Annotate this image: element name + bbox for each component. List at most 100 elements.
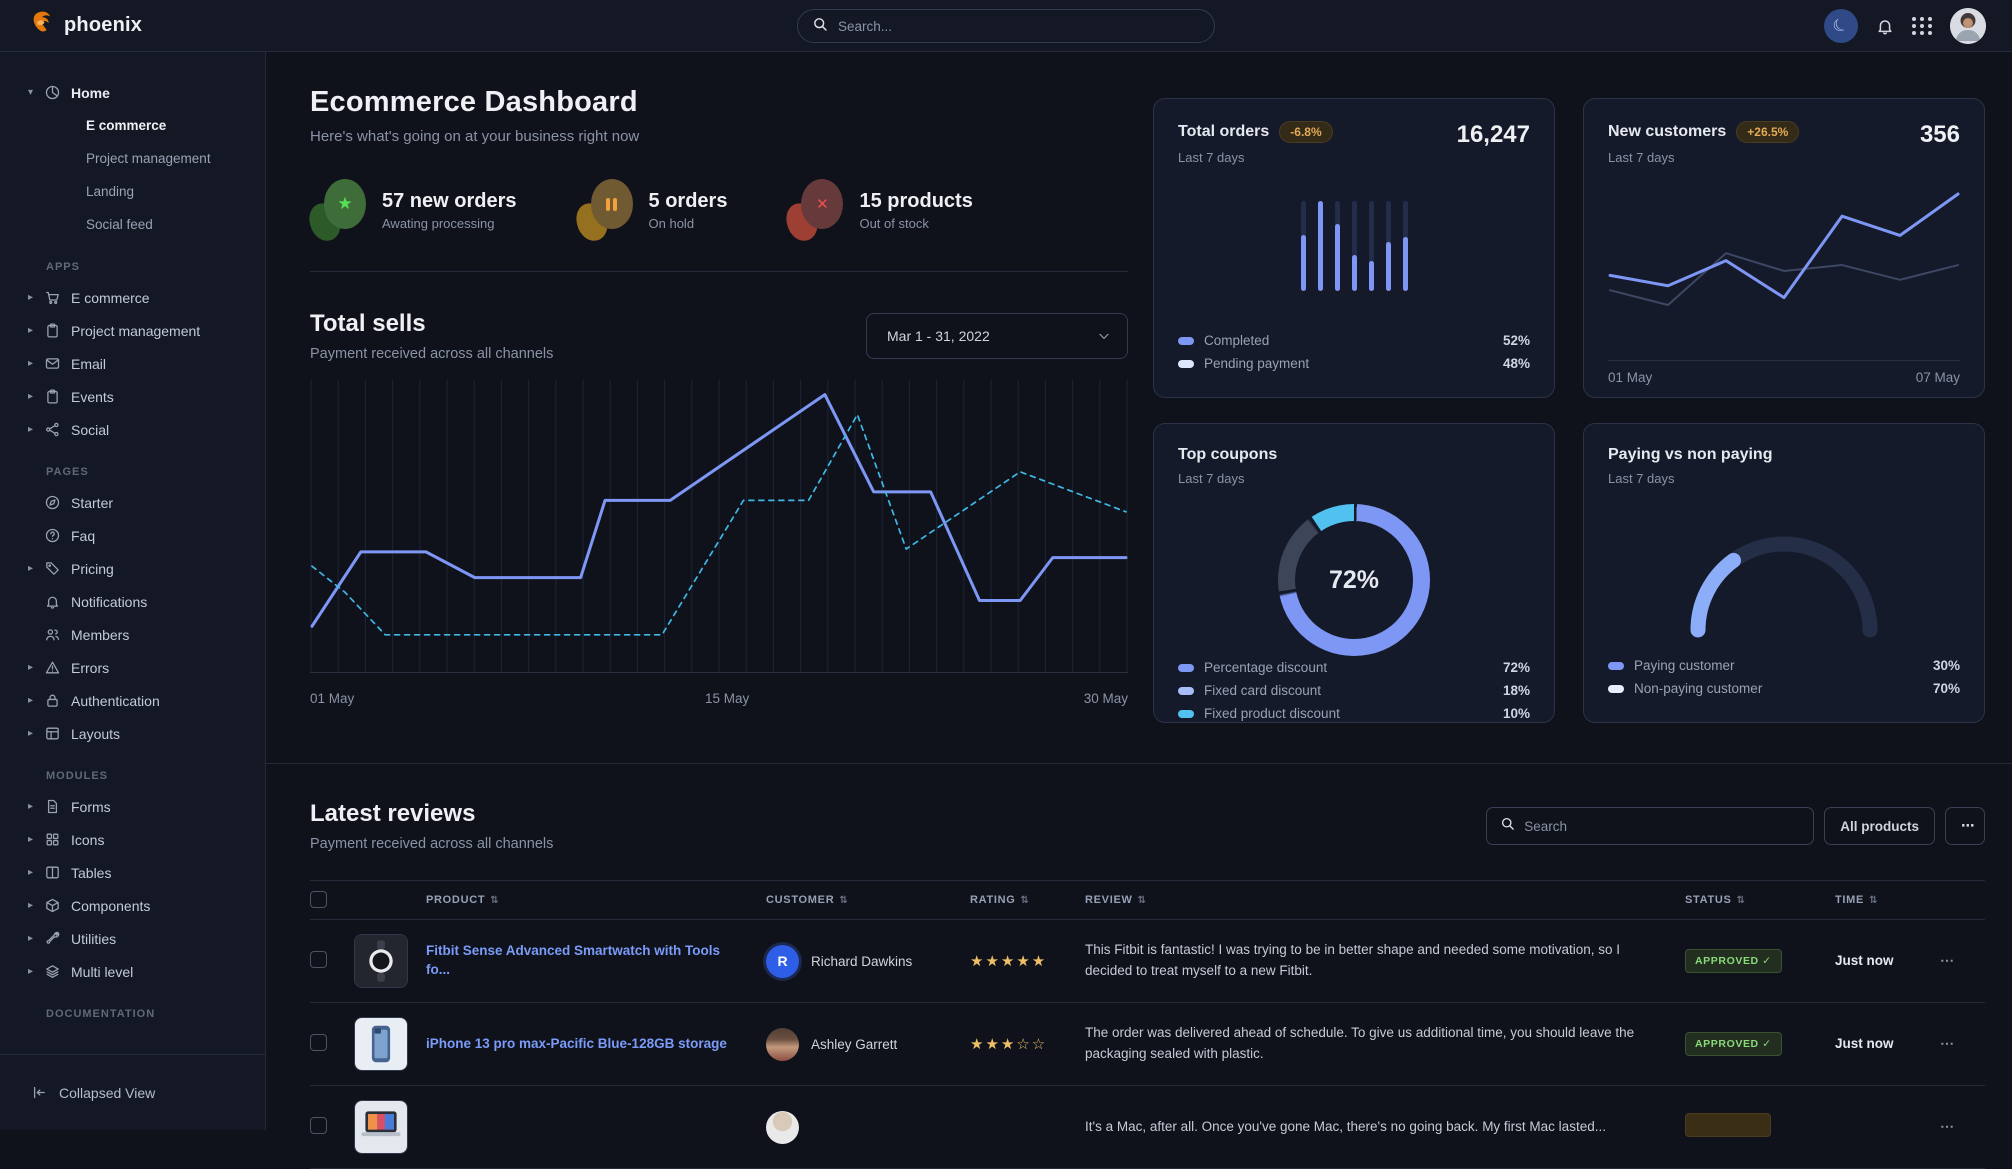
sidebar-item-components[interactable]: ▸ Components	[0, 889, 265, 922]
user-avatar[interactable]	[1950, 7, 1986, 44]
sidebar-section-heading: MODULES	[46, 770, 108, 782]
sidebar-item-social[interactable]: ▸ Social	[0, 413, 265, 446]
status-badge: APPROVED ✓	[1685, 949, 1782, 973]
column-header-product[interactable]: PRODUCT ⇅	[426, 894, 766, 906]
product-link[interactable]: iPhone 13 pro max-Pacific Blue-128GB sto…	[426, 1035, 727, 1051]
sidebar-item-project-management[interactable]: ▸ Project management	[0, 314, 265, 347]
column-header-review[interactable]: REVIEW ⇅	[1085, 894, 1685, 906]
legend-item: Paying customer 30%	[1608, 654, 1960, 677]
status-badge: APPROVED ✓	[1685, 1032, 1782, 1056]
legend-item: Pending payment 48%	[1178, 352, 1530, 375]
reviews-search[interactable]	[1486, 807, 1815, 845]
legend-value: 48%	[1502, 356, 1530, 371]
sidebar-item-members[interactable]: Members	[0, 618, 265, 651]
sidebar-item-social-feed[interactable]: Social feed	[0, 208, 265, 241]
card-period: Last 7 days	[1608, 471, 1675, 486]
column-header-customer[interactable]: CUSTOMER ⇅	[766, 894, 970, 906]
sidebar-item-multi-level[interactable]: ▸ Multi level	[0, 955, 265, 988]
sidebar-item-label: Pricing	[71, 560, 114, 577]
sidebar-item-icons[interactable]: ▸ Icons	[0, 823, 265, 856]
stat-caption: On hold	[648, 215, 695, 231]
column-header-rating[interactable]: RATING ⇅	[970, 894, 1085, 906]
global-search[interactable]	[797, 9, 1215, 43]
sidebar-item-starter[interactable]: Starter	[0, 486, 265, 519]
table-header: PRODUCT ⇅ CUSTOMER ⇅ RATING ⇅ REVIEW ⇅ STATUS ⇅ TI…	[310, 880, 1985, 920]
row-checkbox[interactable]	[310, 1033, 327, 1051]
bar	[1317, 201, 1323, 291]
sidebar-item-errors[interactable]: ▸ Errors	[0, 651, 265, 684]
sidebar-item-layouts[interactable]: ▸ Layouts	[0, 717, 265, 750]
users-icon	[44, 626, 71, 643]
notifications-button[interactable]	[1875, 16, 1895, 36]
sidebar-item-label: Starter	[71, 494, 114, 511]
legend-value: 30%	[1932, 658, 1960, 673]
sort-icon: ⇅	[490, 894, 500, 906]
customer-avatar	[766, 1110, 799, 1144]
sidebar-item-label: Project management	[71, 322, 201, 339]
rating-stars: ★★★☆☆	[970, 1035, 1048, 1053]
row-checkbox[interactable]	[310, 950, 327, 968]
sidebar-item-utilities[interactable]: ▸ Utilities	[0, 922, 265, 955]
sidebar-item-e-commerce[interactable]: ▸ E commerce	[0, 281, 265, 314]
customers-line-chart: 01 May 07 May	[1608, 179, 1960, 385]
theme-toggle-button[interactable]: ☾	[1824, 8, 1858, 43]
sidebar-item-home[interactable]: ▾ Home	[0, 76, 265, 109]
review-time: Just now	[1835, 953, 1894, 968]
sidebar-item-label: Social	[71, 421, 110, 438]
review-text: The order was delivered ahead of schedul…	[1085, 1025, 1635, 1061]
sidebar-item-notifications[interactable]: Notifications	[0, 585, 265, 618]
chevron-right-icon: ▸	[28, 801, 34, 812]
total-sells-chart: 01 May 15 May 30 May	[310, 378, 1128, 711]
sidebar-item-events[interactable]: ▸ Events	[0, 380, 265, 413]
legend-swatch	[1178, 686, 1194, 695]
collapse-view-button[interactable]: Collapsed View	[0, 1054, 265, 1130]
row-menu-button[interactable]: ⋯	[1940, 1118, 1955, 1134]
chevron-right-icon: ▸	[28, 424, 34, 435]
x-axis-label: 01 May	[310, 691, 355, 706]
chevron-right-icon: ▸	[28, 728, 34, 739]
chevron-right-icon: ▸	[28, 391, 34, 402]
all-products-button[interactable]: All products	[1824, 807, 1935, 845]
row-menu-button[interactable]: ⋯	[1940, 1035, 1955, 1051]
sidebar-item-authentication[interactable]: ▸ Authentication	[0, 684, 265, 717]
sidebar-item-label: E commerce	[86, 118, 167, 133]
sidebar-item-email[interactable]: ▸ Email	[0, 347, 265, 380]
date-range-select[interactable]: Mar 1 - 31, 2022	[866, 313, 1128, 359]
product-thumbnail[interactable]	[354, 1100, 408, 1154]
row-menu-button[interactable]: ⋯	[1940, 952, 1955, 968]
legend-item: Percentage discount 72%	[1178, 656, 1530, 679]
sidebar-item-tables[interactable]: ▸ Tables	[0, 856, 265, 889]
apps-grid-button[interactable]	[1912, 16, 1933, 35]
brand[interactable]: phoenix	[28, 10, 142, 42]
reviews-search-input[interactable]	[1524, 818, 1801, 834]
sidebar-item-label: Components	[71, 897, 151, 914]
sidebar-item-label: E commerce	[71, 289, 150, 306]
card-period: Last 7 days	[1178, 471, 1245, 486]
bar	[1351, 201, 1357, 291]
column-header-status[interactable]: STATUS ⇅	[1685, 894, 1835, 906]
sort-icon: ⇅	[1020, 894, 1030, 906]
sidebar-item-e-commerce[interactable]: E commerce	[0, 109, 265, 142]
product-link[interactable]: Fitbit Sense Advanced Smartwatch with To…	[426, 943, 721, 977]
legend-label: Fixed product discount	[1204, 706, 1340, 721]
warning-icon	[44, 659, 71, 676]
sidebar-item-faq[interactable]: Faq	[0, 519, 265, 552]
reviews-menu-button[interactable]: ⋯	[1945, 807, 1985, 845]
sidebar-item-project-management[interactable]: Project management	[0, 142, 265, 175]
bell-icon	[44, 593, 71, 610]
column-header-time[interactable]: TIME ⇅	[1835, 894, 1940, 906]
select-all-checkbox[interactable]	[310, 890, 327, 908]
customer-name: Ashley Garrett	[811, 1036, 898, 1052]
sidebar-item-forms[interactable]: ▸ Forms	[0, 790, 265, 823]
global-search-input[interactable]	[838, 18, 1200, 34]
row-checkbox[interactable]	[310, 1116, 327, 1134]
legend-swatch	[1178, 709, 1194, 718]
card-title: Top coupons	[1178, 446, 1278, 463]
sidebar-item-pricing[interactable]: ▸ Pricing	[0, 552, 265, 585]
sidebar-item-label: Home	[71, 84, 110, 101]
star-icon: ★	[305, 179, 368, 245]
sidebar-item-landing[interactable]: Landing	[0, 175, 265, 208]
product-thumbnail[interactable]	[354, 934, 408, 988]
sidebar-item-label: Social feed	[86, 217, 153, 232]
product-thumbnail[interactable]	[354, 1017, 408, 1071]
